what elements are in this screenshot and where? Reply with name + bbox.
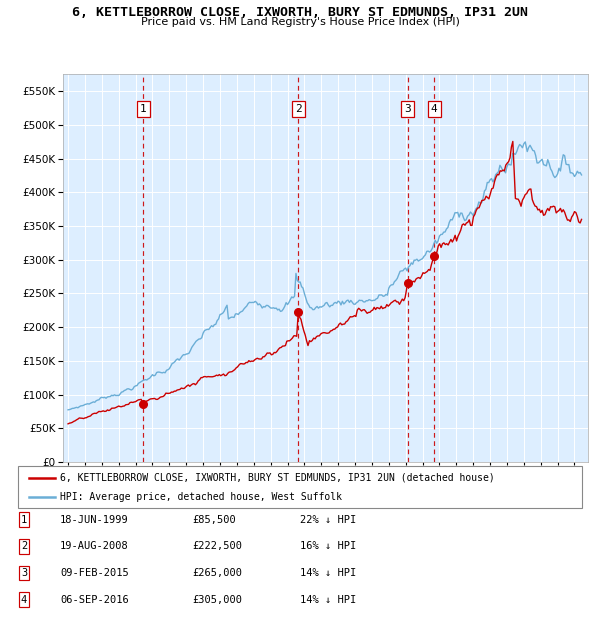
- Text: 3: 3: [21, 568, 27, 578]
- Text: 14% ↓ HPI: 14% ↓ HPI: [300, 595, 356, 604]
- Text: £265,000: £265,000: [192, 568, 242, 578]
- Text: 06-SEP-2016: 06-SEP-2016: [60, 595, 129, 604]
- Text: 2: 2: [21, 541, 27, 551]
- Text: 6, KETTLEBORROW CLOSE, IXWORTH, BURY ST EDMUNDS, IP31 2UN: 6, KETTLEBORROW CLOSE, IXWORTH, BURY ST …: [72, 6, 528, 19]
- Text: 14% ↓ HPI: 14% ↓ HPI: [300, 568, 356, 578]
- Text: Price paid vs. HM Land Registry's House Price Index (HPI): Price paid vs. HM Land Registry's House …: [140, 17, 460, 27]
- Text: 18-JUN-1999: 18-JUN-1999: [60, 515, 129, 525]
- Text: HPI: Average price, detached house, West Suffolk: HPI: Average price, detached house, West…: [60, 492, 342, 502]
- Text: 4: 4: [431, 104, 437, 114]
- Text: 3: 3: [404, 104, 411, 114]
- Text: 09-FEB-2015: 09-FEB-2015: [60, 568, 129, 578]
- Text: 19-AUG-2008: 19-AUG-2008: [60, 541, 129, 551]
- Text: 16% ↓ HPI: 16% ↓ HPI: [300, 541, 356, 551]
- Text: 2: 2: [295, 104, 302, 114]
- Text: 1: 1: [140, 104, 147, 114]
- Text: 22% ↓ HPI: 22% ↓ HPI: [300, 515, 356, 525]
- Text: £85,500: £85,500: [192, 515, 236, 525]
- Text: £222,500: £222,500: [192, 541, 242, 551]
- Text: 6, KETTLEBORROW CLOSE, IXWORTH, BURY ST EDMUNDS, IP31 2UN (detached house): 6, KETTLEBORROW CLOSE, IXWORTH, BURY ST …: [60, 472, 495, 482]
- Text: 1: 1: [21, 515, 27, 525]
- Text: 4: 4: [21, 595, 27, 604]
- Text: £305,000: £305,000: [192, 595, 242, 604]
